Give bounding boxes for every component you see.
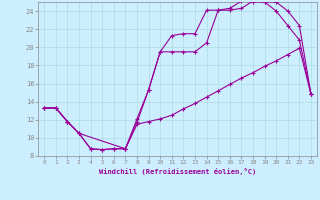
X-axis label: Windchill (Refroidissement éolien,°C): Windchill (Refroidissement éolien,°C) xyxy=(99,168,256,175)
